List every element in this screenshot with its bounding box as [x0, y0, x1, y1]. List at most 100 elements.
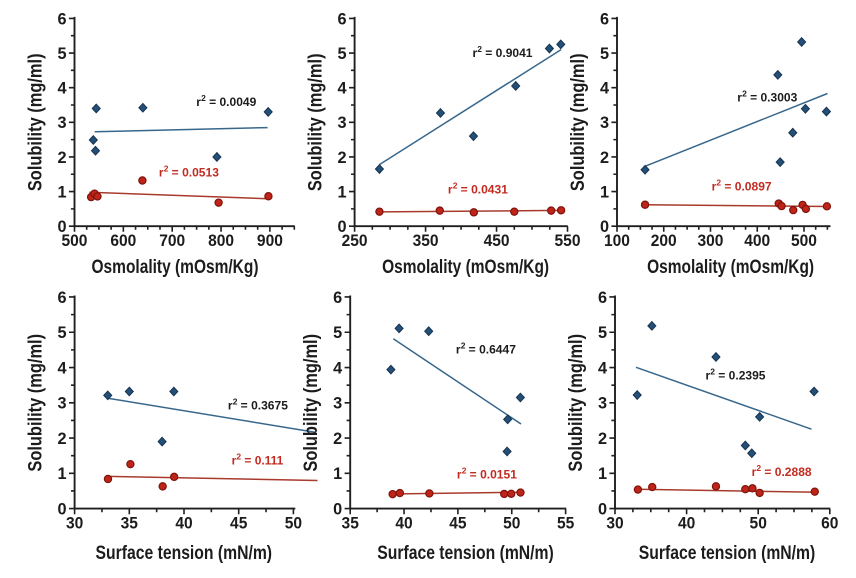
svg-text:50: 50 [503, 514, 520, 532]
svg-text:Solubility (mg/ml): Solubility (mg/ml) [25, 334, 46, 472]
svg-text:4: 4 [600, 80, 609, 98]
svg-text:4: 4 [333, 359, 342, 377]
svg-text:5: 5 [333, 324, 342, 342]
svg-text:45: 45 [230, 514, 247, 532]
svg-text:800: 800 [208, 232, 234, 250]
svg-text:60: 60 [821, 514, 838, 532]
svg-text:6: 6 [338, 10, 347, 28]
svg-text:Osmolality (mOsm/Kg): Osmolality (mOsm/Kg) [92, 257, 259, 278]
svg-text:3: 3 [333, 395, 342, 413]
svg-text:3: 3 [600, 114, 609, 132]
svg-text:2: 2 [600, 149, 609, 167]
svg-text:45: 45 [449, 514, 466, 532]
svg-text:Solubility (mg/ml): Solubility (mg/ml) [305, 53, 326, 191]
svg-text:900: 900 [257, 232, 283, 250]
svg-text:= 0.2888: = 0.2888 [764, 465, 812, 479]
svg-text:6: 6 [57, 10, 66, 28]
svg-text:1: 1 [338, 183, 347, 201]
svg-text:r: r [737, 90, 742, 104]
svg-text:4: 4 [57, 80, 66, 98]
svg-text:0: 0 [600, 218, 609, 236]
svg-text:5: 5 [58, 324, 67, 342]
svg-text:= 0.0151: = 0.0151 [470, 467, 518, 481]
svg-text:r: r [712, 180, 717, 194]
svg-text:550: 550 [555, 232, 581, 250]
svg-text:6: 6 [600, 10, 609, 28]
svg-text:3: 3 [58, 395, 67, 413]
svg-text:40: 40 [678, 514, 695, 532]
svg-text:= 0.2395: = 0.2395 [718, 368, 766, 382]
svg-text:0: 0 [58, 501, 67, 519]
svg-text:2: 2 [716, 178, 721, 188]
svg-text:r: r [706, 368, 711, 382]
svg-text:0: 0 [57, 218, 66, 236]
svg-text:2: 2 [338, 149, 347, 167]
svg-text:2: 2 [233, 396, 238, 406]
svg-text:2: 2 [461, 340, 466, 350]
svg-text:450: 450 [484, 232, 510, 250]
svg-text:5: 5 [598, 324, 607, 342]
svg-text:300: 300 [698, 232, 724, 250]
svg-text:2: 2 [742, 88, 747, 98]
svg-text:= 0.3675: = 0.3675 [241, 398, 289, 412]
svg-text:= 0.111: = 0.111 [244, 454, 283, 468]
svg-text:Solubility (mg/ml): Solubility (mg/ml) [25, 53, 46, 191]
svg-text:40: 40 [175, 514, 192, 532]
svg-text:2: 2 [477, 44, 482, 54]
svg-text:350: 350 [413, 232, 439, 250]
svg-text:r: r [196, 95, 201, 109]
svg-text:2: 2 [453, 180, 458, 190]
svg-text:Osmolality (mOsm/Kg): Osmolality (mOsm/Kg) [382, 257, 549, 278]
svg-text:2: 2 [201, 93, 206, 103]
svg-text:500: 500 [62, 232, 88, 250]
svg-text:Solubility (mg/ml): Solubility (mg/ml) [568, 53, 589, 191]
svg-text:Osmolality (mOsm/Kg): Osmolality (mOsm/Kg) [647, 257, 814, 278]
svg-text:r: r [232, 454, 237, 468]
svg-text:500: 500 [791, 232, 817, 250]
svg-text:r: r [228, 398, 233, 412]
svg-text:2: 2 [236, 452, 241, 462]
svg-text:30: 30 [606, 514, 623, 532]
svg-text:700: 700 [159, 232, 185, 250]
svg-text:r: r [457, 467, 462, 481]
svg-text:6: 6 [598, 289, 607, 307]
svg-text:Surface tension (mN/m): Surface tension (mN/m) [639, 543, 816, 564]
svg-text:50: 50 [750, 514, 767, 532]
svg-text:Surface tension (mN/m): Surface tension (mN/m) [96, 543, 273, 564]
svg-text:1: 1 [58, 465, 67, 483]
svg-text:= 0.0431: = 0.0431 [461, 182, 509, 196]
svg-text:2: 2 [58, 430, 67, 448]
svg-text:1: 1 [333, 465, 342, 483]
svg-text:0: 0 [598, 501, 607, 519]
svg-text:2: 2 [756, 463, 761, 473]
svg-text:100: 100 [604, 232, 630, 250]
svg-text:40: 40 [395, 514, 412, 532]
svg-text:Surface tension (mN/m): Surface tension (mN/m) [377, 543, 554, 564]
svg-text:1: 1 [598, 465, 607, 483]
svg-text:0: 0 [338, 218, 347, 236]
svg-text:r: r [448, 182, 453, 196]
svg-text:Solubility (mg/ml): Solubility (mg/ml) [566, 334, 587, 472]
svg-text:4: 4 [598, 359, 607, 377]
svg-text:2: 2 [710, 366, 715, 376]
svg-text:600: 600 [110, 232, 136, 250]
svg-text:1: 1 [57, 183, 66, 201]
svg-text:= 0.6447: = 0.6447 [469, 342, 517, 356]
svg-text:r: r [752, 465, 757, 479]
svg-text:400: 400 [744, 232, 770, 250]
svg-text:4: 4 [338, 80, 347, 98]
svg-text:1: 1 [600, 183, 609, 201]
svg-text:200: 200 [651, 232, 677, 250]
svg-text:Solubility (mg/ml): Solubility (mg/ml) [301, 334, 322, 472]
svg-text:0: 0 [333, 501, 342, 519]
svg-text:3: 3 [598, 395, 607, 413]
svg-text:3: 3 [57, 114, 66, 132]
svg-text:5: 5 [600, 45, 609, 63]
svg-text:= 0.9041: = 0.9041 [485, 46, 533, 60]
svg-text:r: r [159, 165, 164, 179]
svg-text:250: 250 [342, 232, 368, 250]
svg-text:55: 55 [557, 514, 574, 532]
svg-text:r: r [473, 46, 478, 60]
svg-text:6: 6 [333, 289, 342, 307]
svg-text:30: 30 [66, 514, 83, 532]
